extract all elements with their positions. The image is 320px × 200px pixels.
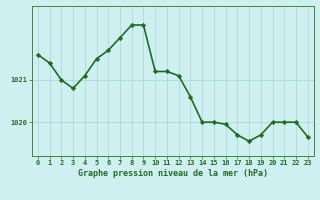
X-axis label: Graphe pression niveau de la mer (hPa): Graphe pression niveau de la mer (hPa) — [78, 169, 268, 178]
